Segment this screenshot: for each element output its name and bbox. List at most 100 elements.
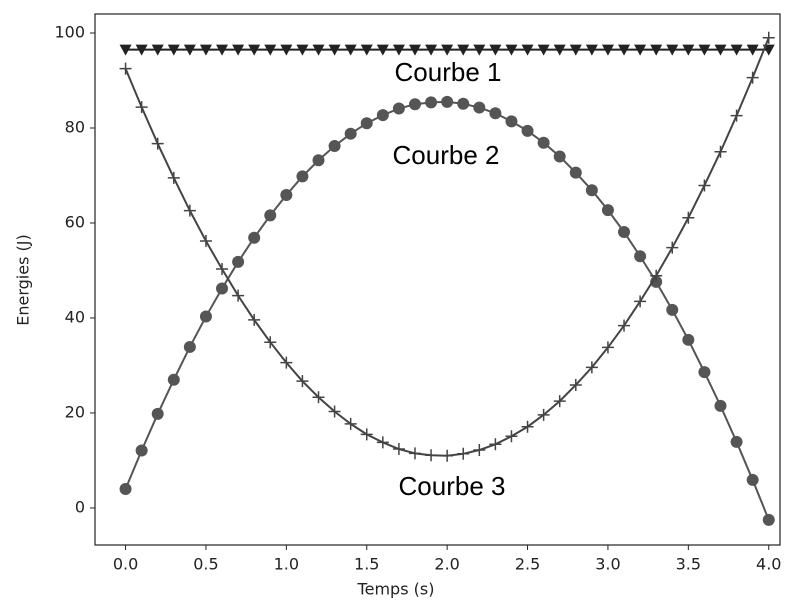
point-marker <box>360 44 373 56</box>
point-marker <box>553 395 566 408</box>
point-marker <box>119 44 132 56</box>
point-marker <box>473 44 486 56</box>
point-marker <box>135 444 148 457</box>
point-marker <box>601 341 614 354</box>
point-marker <box>167 373 180 386</box>
point-marker <box>280 44 293 56</box>
point-marker <box>553 44 566 56</box>
point-marker <box>521 420 534 433</box>
point-marker <box>216 282 229 295</box>
point-marker <box>698 44 711 56</box>
point-marker <box>441 449 454 462</box>
point-marker <box>730 44 743 56</box>
point-marker <box>376 436 389 449</box>
point-marker <box>457 97 470 110</box>
point-marker <box>441 44 454 56</box>
point-marker <box>264 44 277 56</box>
point-marker <box>135 44 148 56</box>
point-marker <box>376 109 389 122</box>
point-marker <box>553 150 566 163</box>
point-marker <box>167 44 180 56</box>
y-tick-label: 20 <box>65 402 85 421</box>
point-marker <box>183 204 196 217</box>
point-marker <box>650 44 663 56</box>
point-marker <box>135 101 148 114</box>
point-marker <box>248 44 261 56</box>
point-marker <box>408 98 421 111</box>
point-marker <box>714 399 727 412</box>
point-marker <box>650 269 663 282</box>
point-marker <box>344 127 357 140</box>
y-tick-label: 60 <box>65 212 85 231</box>
point-marker <box>730 109 743 122</box>
point-marker <box>537 136 550 149</box>
point-marker <box>264 209 277 222</box>
point-marker <box>730 435 743 448</box>
point-marker <box>762 513 775 526</box>
x-tick-label: 0.0 <box>113 555 138 574</box>
x-axis-label: Temps (s) <box>357 580 435 599</box>
point-marker <box>280 188 293 201</box>
point-marker <box>746 44 759 56</box>
point-marker <box>183 340 196 353</box>
x-tick-label: 1.5 <box>354 555 379 574</box>
y-axis-label: Energies (J) <box>14 234 33 325</box>
point-marker <box>425 44 438 56</box>
y-tick-label: 80 <box>65 117 85 136</box>
point-marker <box>489 107 502 120</box>
point-marker <box>666 241 679 254</box>
x-tick-label: 2.5 <box>515 555 540 574</box>
point-marker <box>441 95 454 108</box>
series-annotation: Courbe 1 <box>395 57 502 87</box>
point-marker <box>505 115 518 128</box>
point-marker <box>425 449 438 462</box>
point-marker <box>457 447 470 460</box>
point-marker <box>280 356 293 369</box>
point-marker <box>618 44 631 56</box>
point-marker <box>505 44 518 56</box>
point-marker <box>489 438 502 451</box>
point-marker <box>232 44 245 56</box>
point-marker <box>714 145 727 158</box>
point-marker <box>521 44 534 56</box>
point-marker <box>618 226 631 239</box>
point-marker <box>296 44 309 56</box>
point-marker <box>376 44 389 56</box>
point-marker <box>199 235 212 248</box>
point-marker <box>585 44 598 56</box>
point-marker <box>199 44 212 56</box>
point-marker <box>762 31 775 44</box>
point-marker <box>232 255 245 268</box>
point-marker <box>698 179 711 192</box>
point-marker <box>360 117 373 130</box>
point-marker <box>312 44 325 56</box>
point-marker <box>682 44 695 56</box>
point-marker <box>585 184 598 197</box>
point-marker <box>151 137 164 150</box>
point-marker <box>746 71 759 84</box>
series-annotation: Courbe 2 <box>393 140 500 170</box>
point-marker <box>537 44 550 56</box>
point-marker <box>569 378 582 391</box>
point-marker <box>216 44 229 56</box>
point-marker <box>634 250 647 263</box>
point-marker <box>392 102 405 115</box>
point-marker <box>360 428 373 441</box>
point-marker <box>248 313 261 326</box>
point-marker <box>746 473 759 486</box>
point-marker <box>408 447 421 460</box>
x-tick-label: 3.5 <box>676 555 701 574</box>
point-marker <box>183 44 196 56</box>
point-marker <box>569 166 582 179</box>
point-marker <box>392 443 405 456</box>
point-marker <box>151 44 164 56</box>
point-marker <box>328 405 341 418</box>
point-marker <box>666 303 679 316</box>
point-marker <box>425 96 438 109</box>
point-marker <box>344 44 357 56</box>
series-annotation: Courbe 3 <box>399 471 506 501</box>
point-marker <box>698 366 711 379</box>
point-marker <box>248 231 261 244</box>
point-marker <box>119 482 132 495</box>
point-marker <box>634 44 647 56</box>
